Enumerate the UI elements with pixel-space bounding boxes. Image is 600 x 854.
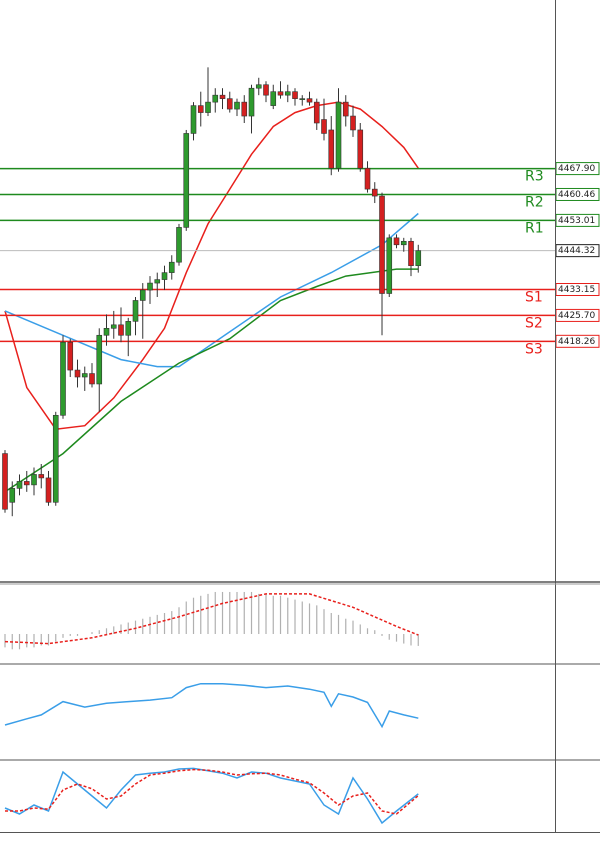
candle-body xyxy=(234,101,240,110)
candle-body xyxy=(364,167,371,190)
candle-body xyxy=(74,369,81,378)
candle-body xyxy=(212,94,219,103)
candle-body xyxy=(350,115,356,131)
candle-body xyxy=(197,105,204,113)
labels-layer: R3 4467.90 R2 4460.46 R1 4453.01 S1 4433.15 S2 44… xyxy=(525,162,600,357)
candle-body xyxy=(342,101,349,117)
candle-body xyxy=(118,324,124,336)
candle-body xyxy=(328,129,335,169)
candle-body xyxy=(415,250,422,266)
candle-body xyxy=(371,188,378,197)
candle-body xyxy=(205,101,211,113)
candle-body xyxy=(277,91,284,96)
candle-body xyxy=(379,195,385,294)
candle-body xyxy=(52,414,59,503)
candle-body xyxy=(321,119,327,134)
candle-body xyxy=(386,237,393,294)
candle-body xyxy=(161,272,168,280)
candle-body xyxy=(219,94,226,99)
level-name: S3 xyxy=(525,341,543,357)
indicator-line xyxy=(5,768,419,815)
last-price-label: 4444.32 xyxy=(558,246,595,256)
candle-body xyxy=(393,237,400,246)
level-name: S2 xyxy=(525,315,543,331)
candle-body xyxy=(190,105,197,134)
candle-body xyxy=(23,481,30,486)
candle-body xyxy=(357,129,364,169)
candle-body xyxy=(139,289,146,301)
indicator-line xyxy=(4,212,419,368)
candle-body xyxy=(176,227,182,263)
candle-body xyxy=(96,334,103,385)
candle-body xyxy=(125,321,132,336)
candle-body xyxy=(89,373,95,385)
candle-body xyxy=(299,98,306,100)
level-value: 4418.26 xyxy=(558,337,595,347)
candle-body xyxy=(2,453,8,510)
level-value: 4460.46 xyxy=(558,190,595,200)
candle-body xyxy=(263,84,269,96)
candle-body xyxy=(255,84,262,89)
level-value: 4453.01 xyxy=(558,216,595,226)
candle-body xyxy=(60,341,66,416)
candle-body xyxy=(168,261,175,273)
indicator-line xyxy=(4,682,419,729)
marks-layer xyxy=(0,67,555,825)
indicator-line xyxy=(4,593,419,645)
candle-body xyxy=(38,474,45,479)
level-name: R2 xyxy=(525,194,544,210)
indicator-line xyxy=(4,268,419,493)
candle-body xyxy=(408,241,414,266)
candle-body xyxy=(306,98,313,103)
candle-body xyxy=(81,373,88,378)
level-name: S1 xyxy=(525,290,543,306)
candle-body xyxy=(147,282,153,291)
level-value: 4433.15 xyxy=(558,285,595,295)
level-name: R3 xyxy=(525,169,544,185)
candle-body xyxy=(248,87,255,117)
candle-body xyxy=(270,91,277,106)
level-value: 4467.90 xyxy=(558,164,595,174)
candle-body xyxy=(31,474,37,486)
candle-body xyxy=(400,241,407,246)
candle-body xyxy=(103,328,110,336)
candle-body xyxy=(284,91,291,96)
candle-body xyxy=(16,481,23,489)
level-value: 4425.70 xyxy=(558,311,595,321)
indicator-line xyxy=(4,101,419,430)
level-name: R1 xyxy=(525,220,544,236)
candle-body xyxy=(67,341,74,371)
candle-body xyxy=(110,324,117,329)
candle-body xyxy=(226,98,233,110)
candle-body xyxy=(132,300,139,322)
candle-body xyxy=(335,101,342,169)
candle-body xyxy=(241,101,248,117)
candle-body xyxy=(9,488,16,503)
candle-body xyxy=(154,279,161,284)
candle-body xyxy=(45,477,52,503)
candle-body xyxy=(183,133,190,228)
candle-body xyxy=(292,91,298,99)
candle-body xyxy=(313,101,320,124)
